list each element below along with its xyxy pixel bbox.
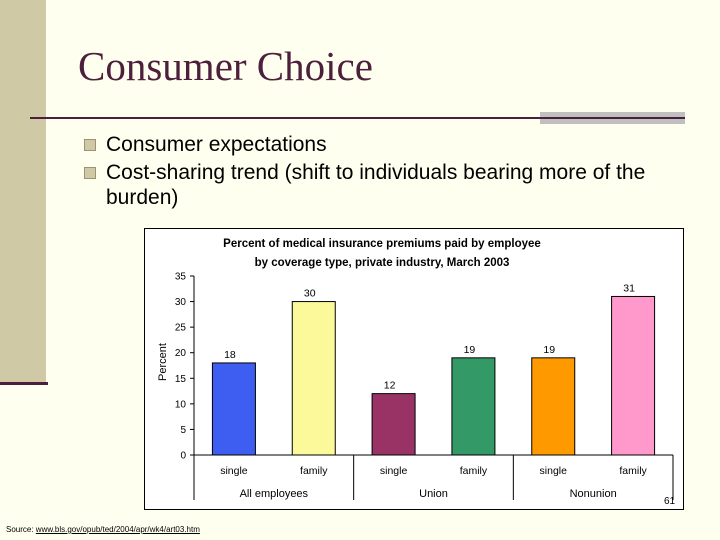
bar (451, 357, 496, 456)
source-prefix: Source: (6, 525, 36, 534)
left-accent-bar (0, 0, 46, 383)
y-tick-label: 25 (175, 323, 187, 334)
group-label: All employees (240, 488, 309, 500)
slide-number: 61 (664, 496, 676, 507)
y-tick-label: 0 (180, 451, 186, 462)
title-rule (30, 117, 685, 119)
chart-title: Percent of medical insurance premiums pa… (223, 238, 541, 250)
data-label: 19 (464, 344, 476, 356)
bullet-item: Cost-sharing trend (shift to individuals… (84, 160, 684, 210)
data-label: 12 (384, 380, 396, 392)
y-tick-label: 15 (175, 374, 187, 385)
category-label: single (540, 465, 568, 477)
left-accent-underline (0, 382, 48, 385)
chart: Percent of medical insurance premiums pa… (144, 228, 684, 510)
data-label: 18 (224, 349, 236, 361)
category-label: family (619, 465, 647, 477)
bullet-list: Consumer expectations Cost-sharing trend… (84, 132, 684, 213)
y-tick-label: 5 (180, 425, 186, 436)
source-note: Source: www.bls.gov/opub/ted/2004/apr/wk… (6, 525, 200, 534)
group-label: Union (419, 488, 448, 500)
chart-subtitle: by coverage type, private industry, Marc… (255, 257, 510, 269)
bullet-item: Consumer expectations (84, 132, 684, 157)
bar (371, 393, 416, 456)
bar (611, 295, 656, 456)
data-label: 30 (304, 288, 316, 300)
y-tick-label: 10 (175, 399, 187, 410)
chart-marks: 0 5 10 15 20 25 30 35 18 single 30 family 12 single 19… (175, 272, 674, 500)
bullet-text: Cost-sharing trend (shift to individuals… (106, 161, 646, 209)
category-label: family (300, 465, 328, 477)
y-tick-label: 35 (175, 272, 187, 283)
bullet-text: Consumer expectations (106, 133, 327, 156)
category-label: single (220, 465, 248, 477)
bar (291, 301, 336, 456)
y-axis-label: Percent (157, 343, 169, 381)
group-label: Nonunion (570, 488, 617, 500)
category-label: single (380, 465, 408, 477)
bullet-square-icon (84, 139, 96, 151)
bullet-square-icon (84, 167, 96, 179)
y-tick-label: 30 (175, 297, 187, 308)
chart-svg: Percent of medical insurance premiums pa… (157, 238, 674, 500)
category-label: family (460, 465, 488, 477)
y-tick-label: 20 (175, 348, 187, 359)
data-label: 31 (623, 282, 635, 294)
source-link[interactable]: www.bls.gov/opub/ted/2004/apr/wk4/art03.… (35, 525, 200, 534)
slide-title: Consumer Choice (78, 43, 373, 89)
bar (211, 362, 256, 456)
data-label: 19 (543, 344, 555, 356)
bar (531, 357, 576, 456)
